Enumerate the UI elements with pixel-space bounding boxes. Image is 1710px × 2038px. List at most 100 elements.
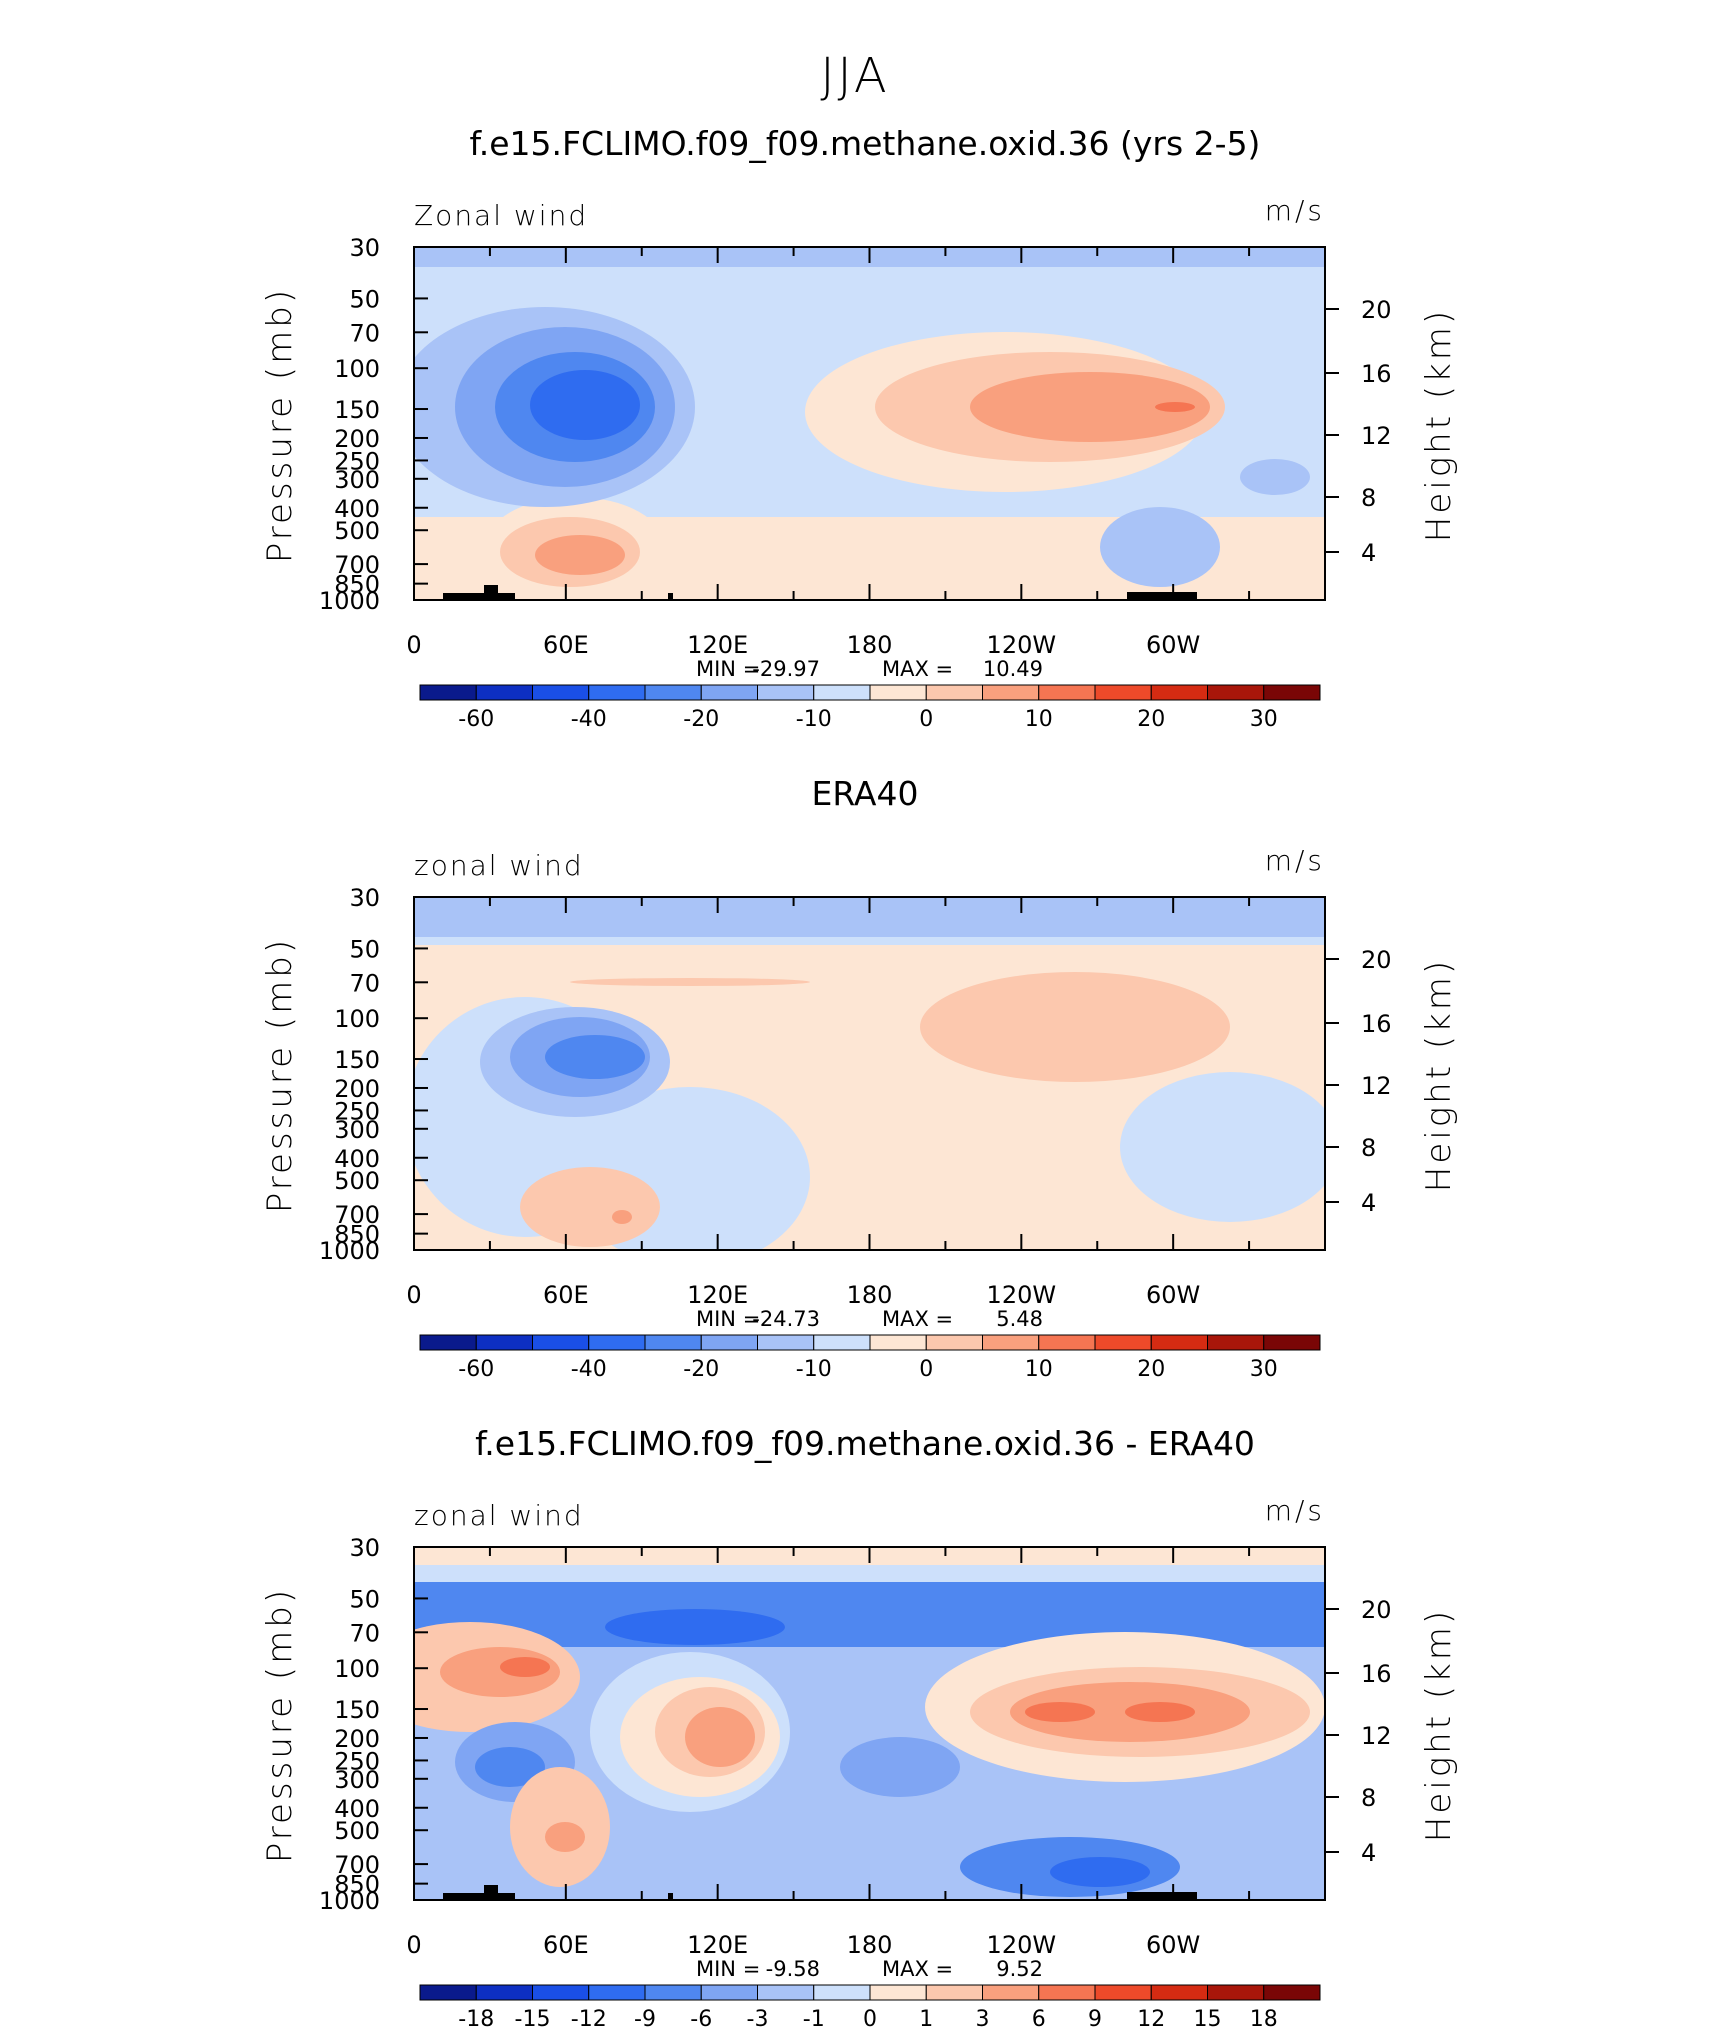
y-tick-label: 250 bbox=[334, 1097, 380, 1125]
y-axis-right: 20 16 12 8 4 Height (km) bbox=[1325, 1596, 1459, 1867]
colorbar-box bbox=[813, 1984, 871, 2001]
contour-region bbox=[545, 1822, 585, 1852]
max-label: MAX = bbox=[882, 1307, 953, 1331]
y-tick-label: 700 bbox=[334, 1851, 380, 1879]
y-right-tick-label: 4 bbox=[1361, 1189, 1376, 1217]
y-tick-label: 300 bbox=[334, 1116, 380, 1144]
colorbar-box bbox=[644, 1334, 702, 1351]
colorbar-label: -40 bbox=[571, 1357, 607, 1382]
x-tick-label: 120E bbox=[687, 1281, 748, 1309]
colorbar-box bbox=[1263, 1984, 1321, 2001]
colorbar-box bbox=[925, 1334, 983, 1351]
y-tick-label: 150 bbox=[334, 1696, 380, 1724]
y-right-tick-label: 16 bbox=[1361, 1010, 1392, 1038]
contour-region bbox=[520, 1167, 660, 1247]
y-tick-label: 500 bbox=[334, 1167, 380, 1195]
colorbar-label: -9 bbox=[634, 2007, 656, 2032]
topography bbox=[668, 1893, 673, 1900]
x-tick-label: 60W bbox=[1146, 631, 1200, 659]
colorbar-label: -15 bbox=[515, 2007, 551, 2032]
colorbar-label: 18 bbox=[1250, 2007, 1278, 2032]
contour-region bbox=[1025, 1702, 1095, 1722]
y-tick-label: 70 bbox=[349, 1619, 380, 1647]
y-right-axis-title: Height (km) bbox=[1419, 308, 1459, 542]
y-tick-label: 200 bbox=[334, 1075, 380, 1103]
min-value: -24.73 bbox=[752, 1307, 820, 1331]
colorbar-box bbox=[1150, 1334, 1208, 1351]
colorbar-label: 10 bbox=[1025, 707, 1053, 732]
colorbar-label: -12 bbox=[571, 2007, 607, 2032]
colorbar-label: 0 bbox=[919, 1357, 933, 1382]
panel-title: f.e15.FCLIMO.f09_f09.methane.oxid.36 (yr… bbox=[470, 124, 1261, 163]
units-label: m/s bbox=[1265, 844, 1325, 877]
colorbar-box bbox=[419, 684, 477, 701]
y-tick-label: 50 bbox=[349, 285, 380, 313]
contour-region bbox=[920, 972, 1230, 1082]
colorbar-label: 20 bbox=[1137, 707, 1165, 732]
y-tick-label: 500 bbox=[334, 1817, 380, 1845]
colorbar-box bbox=[532, 1984, 590, 2001]
colorbar-box bbox=[1038, 1984, 1096, 2001]
x-tick-label: 120E bbox=[687, 631, 748, 659]
colorbar-label: -20 bbox=[683, 707, 719, 732]
contour-region bbox=[570, 978, 810, 986]
colorbar-box bbox=[757, 1984, 815, 2001]
colorbar-label: -10 bbox=[796, 707, 832, 732]
x-axis: 0 60E 120E 180 120W 60W bbox=[406, 247, 1251, 659]
contour-region bbox=[970, 372, 1210, 442]
y-tick-label: 150 bbox=[334, 1046, 380, 1074]
colorbar-label: -10 bbox=[796, 1357, 832, 1382]
colorbar-label: -1 bbox=[803, 2007, 825, 2032]
min-label: MIN = bbox=[696, 1957, 760, 1981]
min-max-stats: MIN = -9.58 MAX = 9.52 bbox=[696, 1957, 1043, 1981]
colorbar-box bbox=[1094, 1984, 1152, 2001]
topography bbox=[484, 1885, 498, 1893]
y-tick-label: 1000 bbox=[319, 1237, 380, 1265]
colorbar-label: -3 bbox=[747, 2007, 769, 2032]
x-tick-label: 60W bbox=[1146, 1931, 1200, 1959]
colorbar-label: 6 bbox=[1032, 2007, 1046, 2032]
y-right-tick-label: 12 bbox=[1361, 422, 1392, 450]
colorbar-box bbox=[588, 1334, 646, 1351]
y-tick-label: 850 bbox=[334, 1221, 380, 1249]
colorbar-box bbox=[869, 1984, 927, 2001]
colorbar-label: 12 bbox=[1137, 2007, 1165, 2032]
y-tick-label: 1000 bbox=[319, 1887, 380, 1915]
colorbar-box bbox=[1263, 684, 1321, 701]
contour-region bbox=[530, 370, 640, 440]
y-right-tick-label: 12 bbox=[1361, 1072, 1392, 1100]
min-max-stats: MIN =-29.97 MAX = 10.49 bbox=[696, 657, 1043, 681]
colorbar-box bbox=[1038, 684, 1096, 701]
y-tick-label: 400 bbox=[334, 1795, 380, 1823]
colorbar-label: 30 bbox=[1250, 1357, 1278, 1382]
x-tick-label: 120W bbox=[987, 1931, 1057, 1959]
colorbar-box bbox=[1094, 684, 1152, 701]
colorbar-box bbox=[1094, 1334, 1152, 1351]
y-right-tick-label: 20 bbox=[1361, 296, 1392, 324]
contour-field bbox=[414, 897, 1325, 1250]
y-tick-label: 100 bbox=[334, 1655, 380, 1683]
y-tick-label: 400 bbox=[334, 1145, 380, 1173]
x-tick-label: 120W bbox=[987, 1281, 1057, 1309]
min-value: -29.97 bbox=[752, 657, 820, 681]
contour-region bbox=[535, 535, 625, 575]
y-right-tick-label: 16 bbox=[1361, 360, 1392, 388]
y-right-tick-label: 20 bbox=[1361, 1596, 1392, 1624]
panel-title: f.e15.FCLIMO.f09_f09.methane.oxid.36 - E… bbox=[475, 1424, 1255, 1463]
colorbar-box bbox=[757, 684, 815, 701]
y-right-tick-label: 20 bbox=[1361, 946, 1392, 974]
x-tick-label: 120W bbox=[987, 631, 1057, 659]
y-axis-right: 20 16 12 8 4 Height (km) bbox=[1325, 296, 1459, 567]
field-label: zonal wind bbox=[414, 849, 584, 882]
colorbar-box bbox=[757, 1334, 815, 1351]
min-label: MIN = bbox=[696, 1307, 760, 1331]
contour-region bbox=[1120, 1072, 1325, 1222]
topography bbox=[1127, 1892, 1197, 1900]
contour-region bbox=[475, 1747, 545, 1787]
y-tick-label: 70 bbox=[349, 319, 380, 347]
x-tick-label: 60E bbox=[543, 1281, 589, 1309]
colorbar-label: 20 bbox=[1137, 1357, 1165, 1382]
